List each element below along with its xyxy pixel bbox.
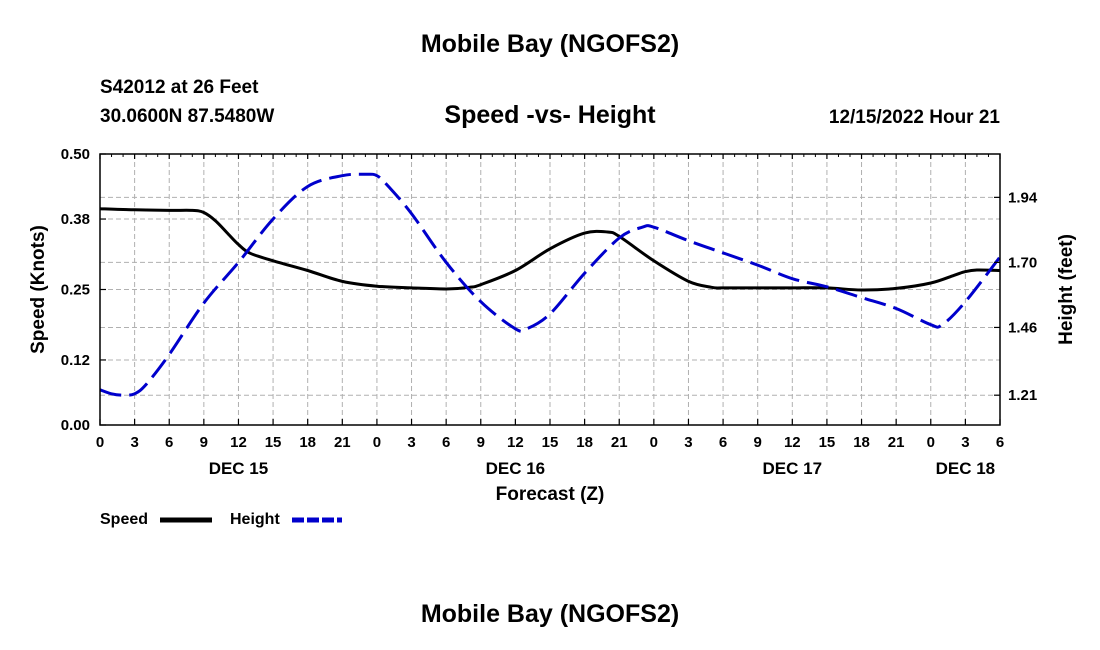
x-tick-label: 15 [819,434,836,451]
x-tick-label: 6 [719,434,727,451]
x-tick-label: 21 [334,434,351,451]
day-label: DEC 18 [936,459,996,478]
legend-label-speed: Speed [100,511,149,528]
day-label: DEC 17 [763,459,823,478]
day-label: DEC 15 [209,459,269,478]
x-tick-label: 9 [754,434,762,451]
axes [99,153,1001,426]
x-tick-label: 3 [407,434,415,451]
x-tick-label: 6 [165,434,173,451]
x-tick-label: 18 [576,434,593,451]
y2-tick-label: 1.70 [1008,254,1037,271]
x-tick-label: 6 [442,434,450,451]
y-tick-label: 0.25 [61,282,90,299]
y2-axis-title: Height (feet) [1056,234,1077,345]
x-tick-label: 12 [507,434,524,451]
x-tick-label: 15 [265,434,282,451]
x-tick-label: 18 [299,434,316,451]
coordinates-label: 30.0600N 87.5480W [100,106,275,127]
grid-lines [100,154,1000,425]
x-tick-label: 0 [96,434,104,451]
x-tick-label: 3 [684,434,692,451]
x-tick-label: 0 [373,434,381,451]
x-tick-label: 0 [927,434,935,451]
x-axis-title: Forecast (Z) [496,484,605,505]
y-tick-label: 0.00 [61,417,90,434]
chart-title: Mobile Bay (NGOFS2) [420,30,680,58]
x-tick-label: 15 [542,434,559,451]
axis-labels: 0 3 6 9 12 15 18 21 0 3 6 9 12 15 18 21 0 3 6 9 12 15 18 21 0 3 6 0… [28,146,1077,505]
x-tick-label: 18 [853,434,870,451]
y-tick-label: 0.12 [61,352,90,369]
y-tick-label: 0.38 [61,211,90,228]
series-layer [99,172,1002,397]
x-tick-label: 12 [230,434,247,451]
x-tick-label: 12 [784,434,801,451]
x-tick-label: 21 [611,434,628,451]
legend-label-height: Height [230,511,280,528]
x-tick-label: 9 [477,434,485,451]
x-tick-label: 3 [961,434,969,451]
station-label: S42012 at 26 Feet [100,77,259,98]
x-tick-label: 6 [996,434,1004,451]
day-label: DEC 16 [486,459,546,478]
x-tick-label: 0 [650,434,658,451]
chart-subtitle: Speed -vs- Height [444,101,656,129]
y-tick-label: 0.50 [61,146,90,163]
x-tick-label: 21 [888,434,905,451]
y2-tick-label: 1.94 [1008,189,1038,206]
series-line-speed [99,207,1001,292]
x-tick-label: 9 [200,434,208,451]
series-line-height [99,172,1002,397]
y2-tick-label: 1.21 [1008,387,1037,404]
footer-title: Mobile Bay (NGOFS2) [420,600,680,628]
forecast-datetime: 12/15/2022 Hour 21 [828,107,1000,128]
x-tick-label: 3 [130,434,138,451]
y2-tick-label: 1.46 [1008,319,1037,336]
y-axis-title: Speed (Knots) [28,225,49,354]
